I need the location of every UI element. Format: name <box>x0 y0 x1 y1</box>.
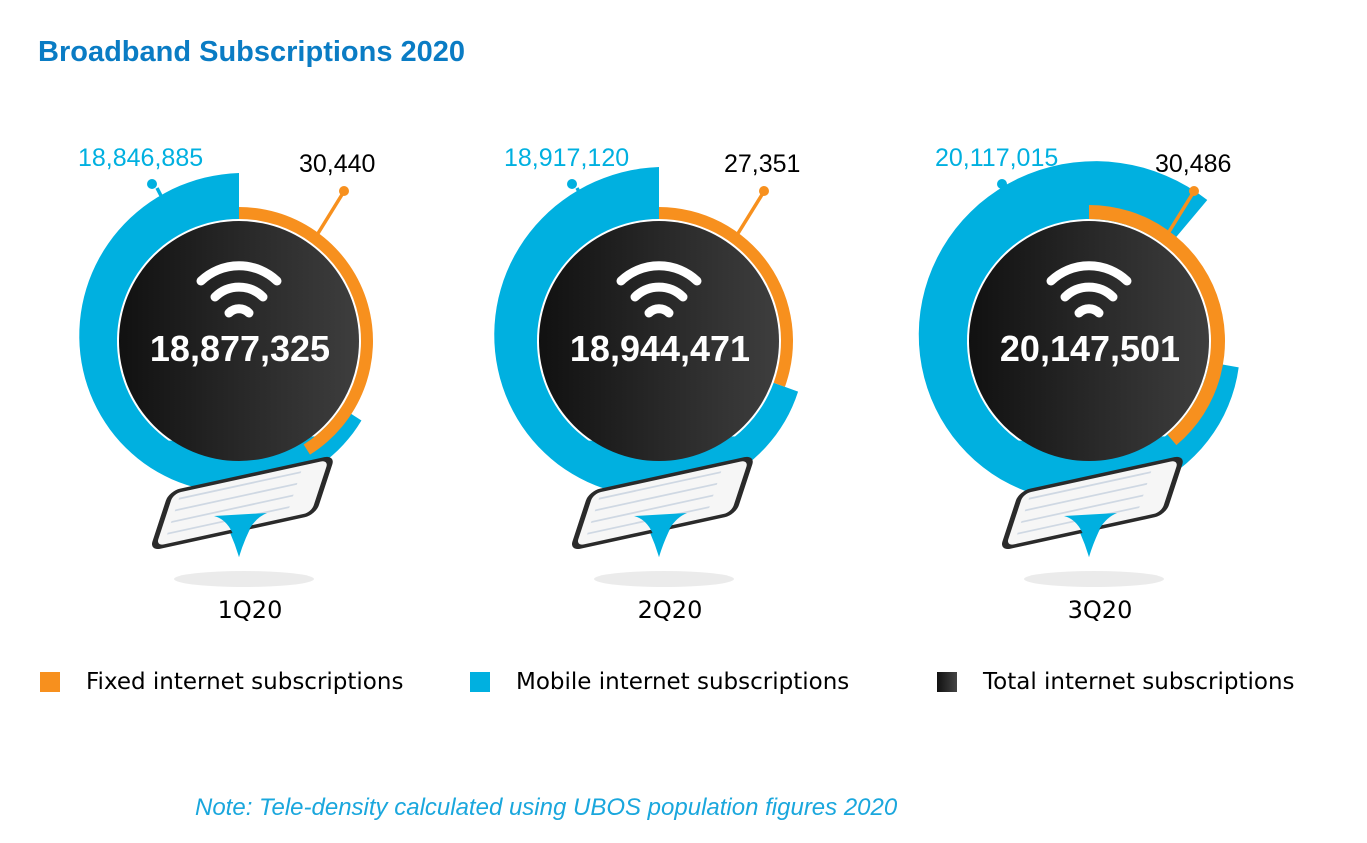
leader-dot <box>997 179 1007 189</box>
legend-label: Total internet subscriptions <box>983 669 1295 695</box>
wifi-arc <box>1046 261 1132 286</box>
fixed-ring <box>659 207 793 387</box>
legend-item-fixed: Fixed internet subscriptions <box>40 662 403 702</box>
wifi-arc <box>644 304 674 318</box>
fixed-value-label: 30,486 <box>1155 150 1232 178</box>
phone-screen <box>578 461 747 545</box>
mobile-ring <box>79 173 362 493</box>
wifi-arc <box>630 282 688 302</box>
phone-screen-line <box>1028 471 1152 500</box>
leader-line <box>155 187 172 214</box>
total-value-label: 18,877,325 <box>149 328 331 369</box>
mobile-ring <box>918 161 1239 502</box>
phone-screen-line <box>170 494 294 524</box>
phone-screen-line <box>174 482 298 512</box>
total-circle <box>539 221 779 461</box>
leader-line <box>315 192 345 236</box>
radial-chart <box>79 173 373 587</box>
phone-screen <box>158 461 327 545</box>
quarter-panel-1q20: 18,846,885 30,440 18,877,325 1Q20 <box>40 130 440 630</box>
leader-dot <box>339 186 349 196</box>
leader-line <box>1005 187 1022 214</box>
fixed-ring <box>239 207 373 455</box>
mobile-leader <box>567 179 592 214</box>
leader-line <box>735 192 765 236</box>
legend-label: Fixed internet subscriptions <box>86 669 404 695</box>
total-value-label: 18,944,471 <box>569 328 751 369</box>
total-circle <box>969 221 1209 461</box>
phone-shadow <box>174 571 314 587</box>
legend-item-total: Total internet subscriptions <box>937 662 1295 702</box>
mobile-value-label: 18,917,120 <box>504 144 630 172</box>
wifi-arc <box>210 282 268 302</box>
phone-screen-line <box>590 494 714 524</box>
smartphone-icon <box>152 456 333 550</box>
mobile-leader <box>997 179 1022 214</box>
wifi-arc <box>1074 304 1104 318</box>
phone-screen-line <box>1024 482 1148 512</box>
wifi-arc <box>616 261 702 286</box>
footnote: Note: Tele-density calculated using UBOS… <box>195 794 898 821</box>
legend: Fixed internet subscriptions Mobile inte… <box>0 662 1367 702</box>
quarter-panel-2q20: 18,917,120 27,351 18,944,471 2Q20 <box>460 130 860 630</box>
radial-chart <box>494 167 799 587</box>
mobile-ring <box>494 167 799 497</box>
phone-screen <box>1008 461 1177 545</box>
phone-shadow <box>1024 571 1164 587</box>
phone-screen-line <box>598 471 722 500</box>
leader-line <box>1165 192 1195 236</box>
phone-shadow <box>594 571 734 587</box>
radial-chart <box>918 161 1239 587</box>
wifi-icon <box>616 261 702 318</box>
leader-dot <box>1189 186 1199 196</box>
leader-line <box>575 187 592 214</box>
smartphone-icon <box>572 456 753 550</box>
fixed-value-label: 27,351 <box>724 150 801 178</box>
wifi-arc <box>196 261 282 286</box>
quarter-label: 1Q20 <box>217 596 283 624</box>
mobile-pin-tip <box>1064 513 1117 557</box>
mobile-swatch <box>470 672 490 692</box>
mobile-pin-tip <box>634 513 687 557</box>
phone-screen-line <box>1020 494 1144 524</box>
quarter-panel-3q20: 20,117,015 30,486 20,147,501 3Q20 <box>890 130 1290 630</box>
wifi-arc <box>1060 282 1118 302</box>
leader-dot <box>567 179 577 189</box>
fixed-leader <box>1165 186 1199 236</box>
phone-screen-line <box>594 482 718 512</box>
mobile-leader <box>147 179 172 214</box>
wifi-icon <box>196 261 282 318</box>
total-swatch <box>937 672 957 692</box>
fixed-leader <box>315 186 349 236</box>
mobile-value-label: 20,117,015 <box>935 144 1059 172</box>
total-circle <box>119 221 359 461</box>
wifi-icon <box>1046 261 1132 318</box>
legend-item-mobile: Mobile internet subscriptions <box>470 662 849 702</box>
chart-title: Broadband Subscriptions 2020 <box>38 36 466 68</box>
quarter-label: 3Q20 <box>1067 596 1133 624</box>
mobile-value-label: 18,846,885 <box>78 144 204 172</box>
mobile-pin-tip <box>214 513 267 557</box>
wifi-arc <box>224 304 254 318</box>
leader-dot <box>759 186 769 196</box>
fixed-value-label: 30,440 <box>299 150 376 178</box>
fixed-ring <box>1089 205 1225 446</box>
phone-screen-line <box>178 471 302 500</box>
fixed-swatch <box>40 672 60 692</box>
total-value-label: 20,147,501 <box>999 328 1181 369</box>
leader-dot <box>147 179 157 189</box>
quarter-label: 2Q20 <box>637 596 703 624</box>
fixed-leader <box>735 186 769 236</box>
legend-label: Mobile internet subscriptions <box>516 669 850 695</box>
